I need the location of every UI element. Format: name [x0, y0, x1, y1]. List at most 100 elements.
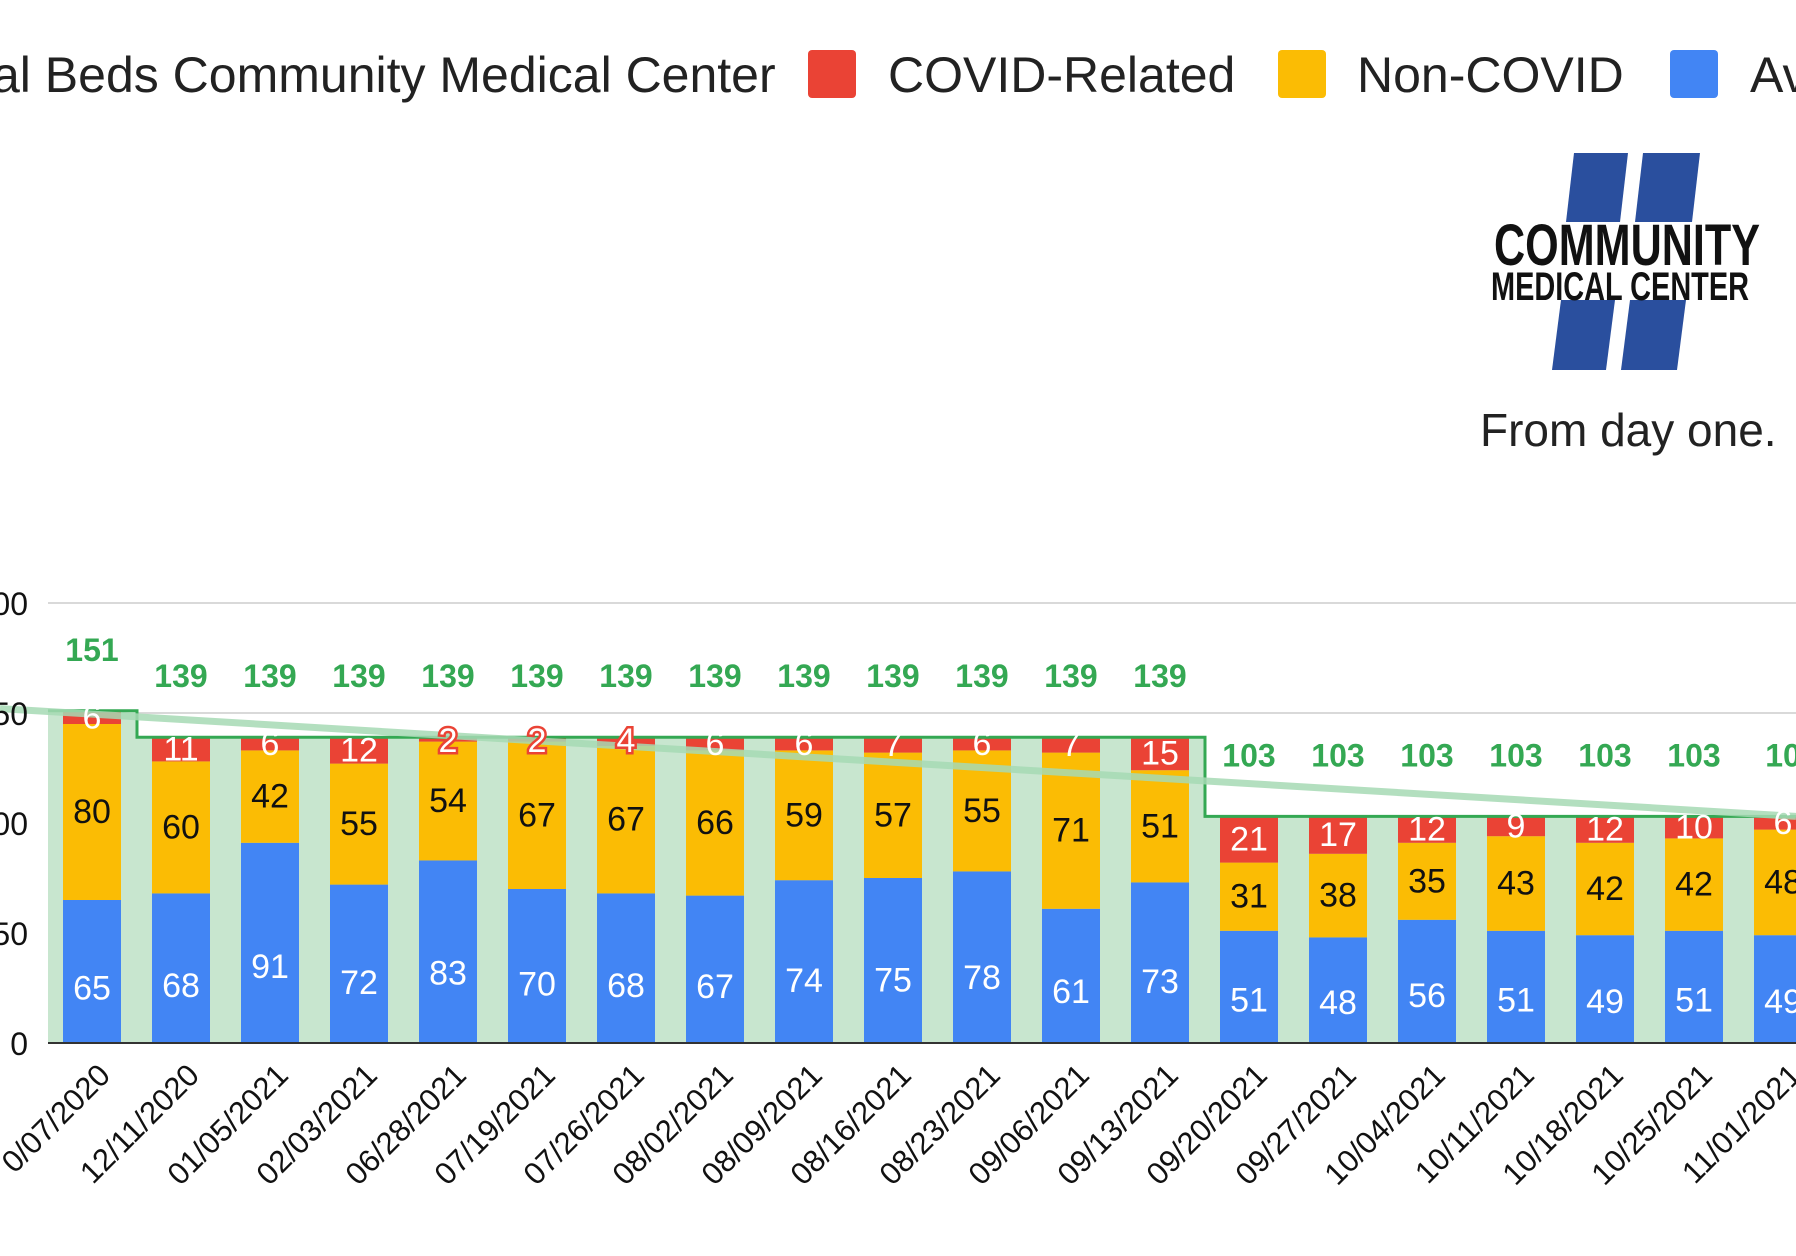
data-label-available: 56	[1408, 977, 1446, 1015]
bar-available	[241, 843, 299, 1043]
data-label-covid: 21	[1230, 821, 1268, 859]
data-label-non_covid: 66	[696, 804, 734, 842]
bed-chart: 6580668601191426725512835427067268674676…	[0, 0, 1796, 1256]
data-label-available: 61	[1052, 973, 1090, 1011]
data-label-non_covid: 67	[518, 796, 556, 834]
total-label: 139	[866, 658, 919, 694]
data-label-available: 68	[607, 967, 645, 1005]
logo-line2: MEDICAL CENTER	[1491, 265, 1749, 309]
legend-swatch-covid	[808, 50, 856, 98]
total-label: 139	[1133, 658, 1186, 694]
data-label-covid: 6	[261, 725, 280, 763]
data-label-non_covid: 42	[1675, 866, 1713, 904]
total-label: 103	[1311, 737, 1364, 773]
data-label-non_covid: 67	[607, 801, 645, 839]
total-label: 139	[510, 658, 563, 694]
data-label-non_covid: 48	[1764, 863, 1796, 901]
total-label: 151	[65, 632, 118, 668]
legend-label-non-covid: Non-COVID	[1357, 47, 1624, 103]
bar-available	[419, 860, 477, 1043]
data-label-covid: 2	[439, 722, 458, 760]
data-label-available: 51	[1230, 981, 1268, 1019]
data-label-non_covid: 43	[1497, 865, 1535, 903]
total-label: 103	[1667, 737, 1720, 773]
data-label-covid: 12	[1586, 811, 1624, 849]
total-label: 139	[243, 658, 296, 694]
data-label-non_covid: 55	[340, 805, 378, 843]
total-label: 139	[1044, 658, 1097, 694]
total-label: 10	[1765, 737, 1796, 773]
total-label: 139	[777, 658, 830, 694]
data-label-covid: 12	[1408, 811, 1446, 849]
data-label-covid: 6	[706, 725, 725, 763]
total-label: 139	[421, 658, 474, 694]
total-label: 103	[1489, 737, 1542, 773]
y-tick-label: 50	[0, 696, 28, 732]
total-label: 139	[332, 658, 385, 694]
data-label-covid: 6	[1774, 804, 1793, 842]
data-label-available: 51	[1497, 981, 1535, 1019]
data-label-non_covid: 60	[162, 808, 200, 846]
total-label: 139	[154, 658, 207, 694]
y-tick-label: 00	[0, 806, 28, 842]
total-label: 139	[599, 658, 652, 694]
chart-title: al Beds Community Medical Center	[0, 47, 776, 103]
data-label-covid: 2	[528, 722, 547, 760]
total-label: 139	[688, 658, 741, 694]
data-label-non_covid: 80	[73, 793, 111, 831]
data-label-available: 83	[429, 955, 467, 993]
data-label-available: 51	[1675, 981, 1713, 1019]
data-label-covid: 11	[163, 730, 198, 768]
total-label: 139	[955, 658, 1008, 694]
data-label-covid: 9	[1507, 807, 1526, 845]
data-label-covid: 4	[617, 722, 636, 760]
data-label-covid: 6	[795, 725, 814, 763]
y-tick-label: 50	[0, 916, 28, 952]
data-label-non_covid: 59	[785, 796, 823, 834]
data-label-covid: 12	[340, 731, 378, 769]
legend-label-available: Av	[1750, 47, 1796, 103]
data-label-covid: 17	[1319, 816, 1357, 854]
total-label: 103	[1222, 737, 1275, 773]
bar-available	[953, 871, 1011, 1043]
total-label: 103	[1578, 737, 1631, 773]
data-label-available: 67	[696, 968, 734, 1006]
data-label-available: 49	[1764, 983, 1796, 1021]
data-label-available: 74	[785, 962, 823, 1000]
data-label-non_covid: 54	[429, 782, 467, 820]
y-tick-label: 0	[10, 1026, 28, 1062]
data-label-non_covid: 42	[251, 778, 289, 816]
data-label-available: 78	[963, 959, 1001, 997]
data-label-available: 49	[1586, 983, 1624, 1021]
legend-label-covid: COVID-Related	[888, 47, 1235, 103]
logo-tagline: From day one.	[1480, 404, 1777, 456]
data-label-non_covid: 31	[1230, 878, 1268, 916]
legend-swatch-available	[1670, 50, 1718, 98]
data-label-covid: 15	[1141, 735, 1179, 773]
data-label-available: 91	[251, 948, 289, 986]
data-label-non_covid: 57	[874, 796, 912, 834]
data-label-non_covid: 51	[1141, 807, 1179, 845]
data-label-available: 72	[340, 964, 378, 1002]
data-label-covid: 7	[884, 726, 903, 764]
data-label-available: 73	[1141, 963, 1179, 1001]
data-label-available: 68	[162, 967, 200, 1005]
data-label-available: 65	[73, 970, 111, 1008]
data-label-non_covid: 71	[1052, 812, 1090, 850]
data-label-covid: 6	[83, 698, 102, 736]
data-label-non_covid: 55	[963, 792, 1001, 830]
legend-swatch-non-covid	[1278, 50, 1326, 98]
data-label-non_covid: 38	[1319, 877, 1357, 915]
data-label-non_covid: 35	[1408, 862, 1446, 900]
y-tick-label: 00	[0, 586, 28, 622]
community-medical-center-logo: COMMUNITY MEDICAL CENTER From day one.	[1460, 150, 1777, 456]
data-label-available: 48	[1319, 984, 1357, 1022]
data-label-available: 70	[518, 965, 556, 1003]
data-label-covid: 10	[1675, 808, 1713, 846]
total-label: 103	[1400, 737, 1453, 773]
data-label-covid: 6	[973, 725, 992, 763]
data-label-covid: 7	[1062, 726, 1081, 764]
data-label-non_covid: 42	[1586, 870, 1624, 908]
legend: al Beds Community Medical Center COVID-R…	[0, 47, 1796, 103]
data-label-available: 75	[874, 961, 912, 999]
